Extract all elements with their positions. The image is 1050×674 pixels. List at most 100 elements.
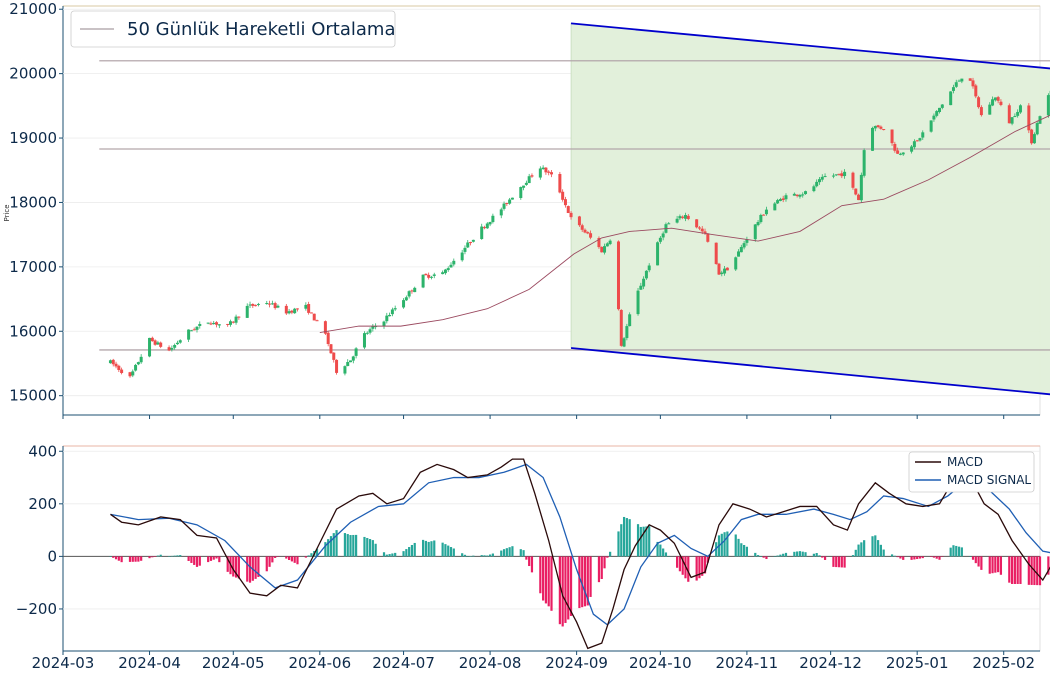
histogram-bar-negative: [913, 556, 916, 560]
histogram-bar-negative: [583, 556, 587, 607]
candle-up: [737, 251, 741, 257]
candle-down: [854, 188, 858, 195]
candle-up: [778, 199, 782, 201]
candle-down: [781, 198, 785, 201]
histogram-bar-negative: [246, 556, 249, 582]
histogram-bar-negative: [193, 556, 196, 565]
candle-up: [957, 80, 961, 82]
candle-up: [683, 215, 687, 219]
candle-up: [524, 182, 528, 185]
histogram-bar-positive: [382, 552, 386, 557]
histogram-bar-negative: [586, 556, 589, 606]
histogram-bar-negative: [274, 556, 277, 558]
histogram-bar-positive: [424, 540, 427, 557]
candle-up: [189, 330, 193, 332]
histogram-bar-positive: [447, 545, 450, 557]
histogram-bar-positive: [315, 548, 319, 557]
candle-up: [815, 181, 819, 187]
candle-down: [577, 216, 581, 226]
candle-up: [374, 326, 378, 328]
candle-up: [287, 311, 291, 314]
price-y-tick-label: 17000: [9, 258, 57, 276]
candle-down: [530, 175, 534, 177]
x-tick-label: 2025-02: [972, 654, 1035, 672]
histogram-bar-negative: [980, 556, 983, 570]
candle-up: [642, 278, 646, 287]
price-y-tick-label: 19000: [9, 129, 57, 147]
histogram-bar-positive: [427, 541, 430, 557]
candle-up: [522, 185, 526, 188]
candle-down: [117, 365, 121, 370]
histogram-bar-positive: [636, 524, 640, 557]
histogram-bar-negative: [938, 556, 941, 560]
histogram-bar-positive: [472, 555, 475, 557]
histogram-bar-positive: [402, 551, 405, 557]
histogram-bar-positive: [355, 534, 358, 557]
candle-down: [619, 309, 623, 346]
candle-down: [1007, 105, 1011, 124]
histogram-bar-negative: [151, 556, 154, 558]
histogram-bar-positive: [371, 540, 374, 557]
candle-down: [857, 194, 861, 201]
histogram-bar-positive: [405, 549, 408, 557]
histogram-bar-positive: [410, 544, 414, 557]
candle-up: [388, 314, 392, 317]
candle-up: [804, 191, 808, 195]
candle-up: [362, 333, 366, 348]
candle-up: [351, 356, 355, 361]
histogram-bar-negative: [237, 556, 240, 579]
histogram-bar-negative: [561, 556, 564, 627]
candle-up: [723, 268, 727, 274]
histogram-bar-positive: [656, 541, 659, 557]
candle-up: [798, 194, 802, 197]
candle-up: [622, 338, 626, 347]
candle-down: [209, 323, 213, 325]
histogram-bar-positive: [335, 530, 338, 557]
candle-up: [873, 126, 877, 129]
price-y-axis-label: Price: [3, 204, 11, 221]
histogram-bar-negative: [114, 556, 118, 560]
histogram-bar-negative: [542, 556, 545, 601]
candle-up: [175, 342, 179, 345]
candle-down: [616, 241, 620, 310]
histogram-bar-negative: [941, 556, 944, 557]
histogram-bar-positive: [622, 516, 626, 557]
x-tick-label: 2024-12: [799, 654, 862, 672]
candle-up: [480, 226, 484, 240]
candle-up: [206, 322, 210, 324]
histogram-bar-positive: [796, 551, 799, 557]
histogram-bar-negative: [918, 556, 922, 559]
histogram-bar-negative: [137, 556, 140, 562]
histogram-bar-positive: [609, 551, 612, 557]
candle-down: [273, 303, 277, 309]
candle-up: [739, 247, 743, 253]
histogram-bar-negative: [134, 556, 137, 562]
candle-up: [499, 209, 503, 216]
candle-down: [544, 167, 548, 173]
candle-up: [460, 252, 464, 261]
histogram-bar-positive: [307, 555, 310, 557]
candle-down: [703, 231, 707, 234]
candle-up: [901, 152, 905, 155]
histogram-bar-positive: [466, 556, 469, 557]
candle-up: [910, 146, 914, 152]
candle-down: [686, 215, 690, 219]
candle-up: [675, 218, 679, 223]
histogram-bar-positive: [505, 548, 508, 557]
candle-up: [198, 323, 202, 326]
histogram-bar-positive: [860, 542, 863, 557]
histogram-bar-positive: [876, 540, 880, 557]
candle-up: [212, 322, 216, 325]
candle-up: [912, 141, 916, 148]
x-tick-label: 2025-01: [886, 654, 949, 672]
histogram-bar-positive: [759, 556, 762, 557]
histogram-bar-negative: [821, 556, 824, 558]
histogram-bar-negative: [971, 556, 975, 560]
candle-up: [187, 329, 191, 340]
candle-up: [390, 309, 394, 315]
candle-up: [871, 127, 875, 151]
candle-up: [991, 99, 995, 106]
candle-up: [932, 115, 936, 120]
histogram-bar-negative: [190, 556, 193, 563]
histogram-bar-positive: [726, 531, 729, 557]
